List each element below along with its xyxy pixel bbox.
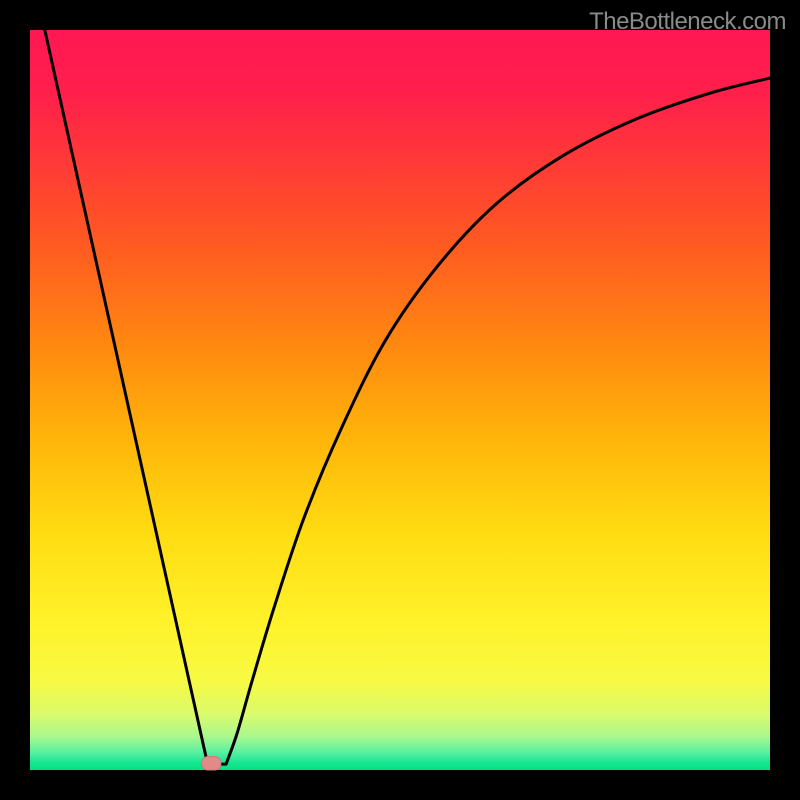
optimum-marker <box>202 757 221 770</box>
bottleneck-chart <box>0 0 800 800</box>
watermark-label: TheBottleneck.com <box>589 8 786 36</box>
gradient-background <box>30 30 770 770</box>
chart-container: TheBottleneck.com <box>0 0 800 800</box>
